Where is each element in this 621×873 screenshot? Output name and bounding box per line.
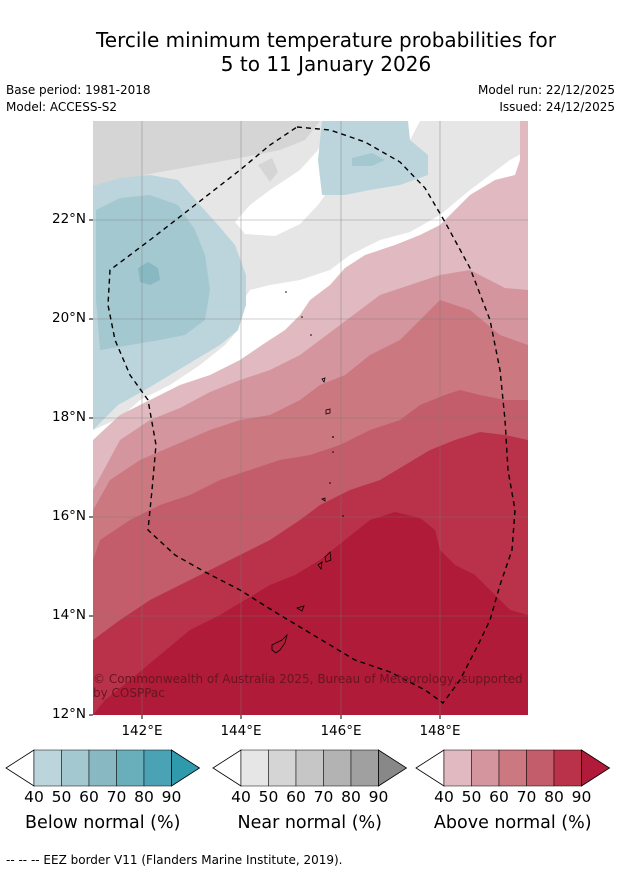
model-name: Model: ACCESS-S2	[6, 100, 118, 114]
islands	[271, 377, 332, 654]
colorbar-tick-label: 60	[286, 788, 306, 806]
axis-ticks	[89, 219, 441, 719]
colorbar-tick-label: 70	[106, 788, 127, 806]
colorbar-near-normal	[212, 749, 408, 787]
colorbar-extend-low	[212, 749, 242, 787]
colorbar-tick-label: 80	[341, 788, 361, 806]
lon-tick-142e: 142°E	[121, 723, 163, 739]
colorbar-title: Below normal (%)	[25, 813, 181, 833]
island-saipan	[324, 551, 332, 563]
probability-map	[93, 121, 528, 715]
near-normal-high	[93, 121, 320, 195]
colorbar-segment	[498, 749, 527, 787]
colorbar-tick-label: 50	[461, 788, 482, 806]
colorbar-tick-label: 90	[161, 788, 182, 806]
model-run: Model run: 22/12/2025	[477, 83, 615, 97]
island-guam	[271, 633, 288, 654]
colorbar-tick-label: 80	[134, 788, 154, 806]
map-title: Tercile minimum temperature probabilitie…	[0, 28, 621, 76]
colorbar-below-normal	[5, 749, 201, 787]
lat-tick-14n: 14°N	[52, 607, 87, 623]
below-normal-north-core	[352, 153, 385, 166]
lon-tick-144e: 144°E	[220, 723, 262, 739]
colorbar-tick-label: 40	[231, 788, 251, 806]
colorbar-segment	[526, 749, 555, 787]
lat-tick-20n: 20°N	[52, 310, 87, 326]
above-normal-band-6	[93, 512, 528, 715]
colorbar-extend-high	[581, 749, 611, 787]
lat-tick-22n: 22°N	[52, 211, 87, 227]
colorbar-tick-label: 60	[79, 788, 99, 806]
lat-tick-12n: 12°N	[52, 706, 87, 722]
island-anatahan	[325, 408, 331, 415]
colorbar-tick-label: 70	[313, 788, 334, 806]
copyright-notice: © Commonwealth of Australia 2025, Bureau…	[93, 672, 523, 700]
colorbar-segment	[443, 749, 472, 787]
meta-right: Model run: 22/12/2025 Issued: 24/12/2025	[478, 82, 615, 116]
graticule	[93, 121, 528, 715]
title-line-2: 5 to 11 January 2026	[220, 52, 432, 76]
colorbar-segment	[240, 749, 269, 787]
lon-tick-148e: 148°E	[419, 723, 461, 739]
below-normal-west-peak	[138, 262, 160, 285]
colorbar-title: Near normal (%)	[237, 813, 383, 833]
colorbar-segment	[61, 749, 90, 787]
near-normal-high-2	[258, 158, 278, 182]
colorbar-segment	[116, 749, 145, 787]
lat-tick-18n: 18°N	[52, 409, 87, 425]
colorbar-segment	[268, 749, 297, 787]
lon-tick-146e: 146°E	[320, 723, 362, 739]
colorbar-tick-label: 60	[489, 788, 509, 806]
colorbar-tick-label: 50	[51, 788, 72, 806]
colorbar-segment	[295, 749, 324, 787]
colorbar-segment	[553, 749, 582, 787]
colorbar-tick-label: 40	[434, 788, 454, 806]
island-pagan	[321, 377, 326, 383]
eez-border	[107, 126, 516, 704]
meta-left: Base period: 1981-2018 Model: ACCESS-S2	[6, 82, 151, 116]
island-dots	[285, 291, 344, 517]
colorbar-tick-label: 80	[544, 788, 564, 806]
island-aguijan	[321, 497, 326, 502]
colorbar-title: Above normal (%)	[433, 813, 592, 833]
colorbar-segment	[350, 749, 379, 787]
island-tinian	[317, 561, 323, 571]
colorbar-tick-label: 50	[258, 788, 279, 806]
colorbar-above-normal	[415, 749, 611, 787]
island-rota	[296, 605, 305, 612]
colorbar-extend-low	[415, 749, 445, 787]
colorbar-extend-low	[5, 749, 35, 787]
colorbar-tick-label: 90	[571, 788, 592, 806]
eez-footnote: -- -- -- EEZ border V11 (Flanders Marine…	[6, 853, 343, 867]
colorbar-segment	[471, 749, 500, 787]
colorbar-extend-high	[378, 749, 408, 787]
colorbar-tick-label: 70	[516, 788, 537, 806]
issued-date: Issued: 24/12/2025	[499, 100, 615, 114]
colorbar-tick-label: 90	[368, 788, 389, 806]
colorbar-extend-high	[171, 749, 201, 787]
colorbar-segment	[33, 749, 62, 787]
colorbar-segment	[143, 749, 172, 787]
colorbar-segment	[323, 749, 352, 787]
colorbar-segment	[88, 749, 117, 787]
lat-tick-16n: 16°N	[52, 508, 87, 524]
colorbar-tick-label: 40	[24, 788, 44, 806]
base-period: Base period: 1981-2018	[6, 83, 151, 97]
title-line-1: Tercile minimum temperature probabilitie…	[95, 28, 557, 52]
